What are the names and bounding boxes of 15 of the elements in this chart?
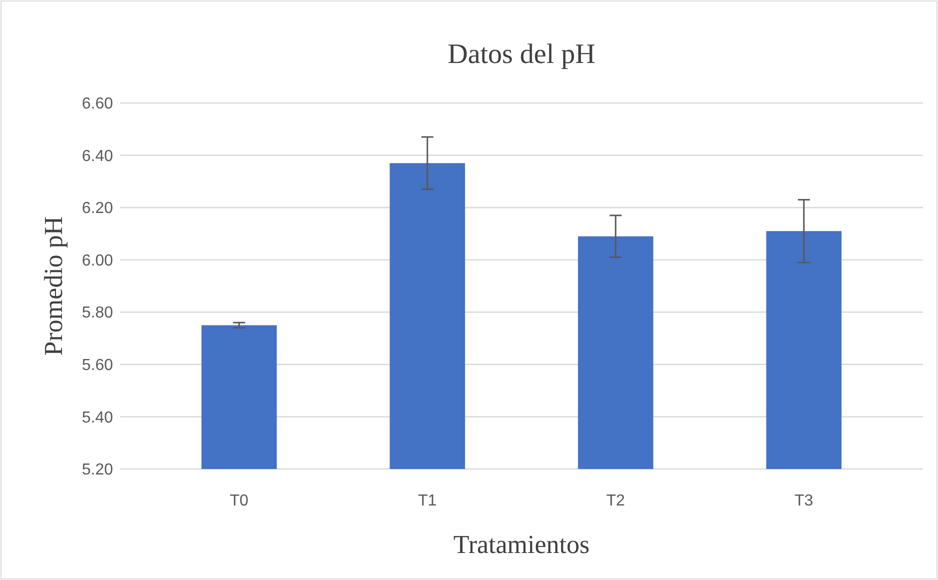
x-axis-title: Tratamientos: [453, 530, 590, 559]
x-tick-label: T0: [230, 492, 249, 510]
y-tick-label: 6.40: [82, 148, 114, 165]
chart-title: Datos del pH: [448, 39, 596, 70]
y-tick-label: 5.60: [82, 357, 114, 374]
x-tick-label: T1: [418, 492, 437, 510]
y-tick-label: 6.20: [82, 200, 114, 218]
y-tick-label: 6.60: [82, 96, 114, 113]
y-tick-label: 5.40: [82, 409, 114, 426]
y-tick-label: 5.20: [82, 462, 114, 479]
y-axis-title: Promedio pH: [39, 216, 68, 356]
x-tick-label: T3: [794, 492, 814, 510]
y-tick-label: 6.00: [82, 252, 114, 270]
x-tick-label: T2: [606, 492, 626, 510]
y-tick-label: 5.80: [82, 304, 114, 322]
